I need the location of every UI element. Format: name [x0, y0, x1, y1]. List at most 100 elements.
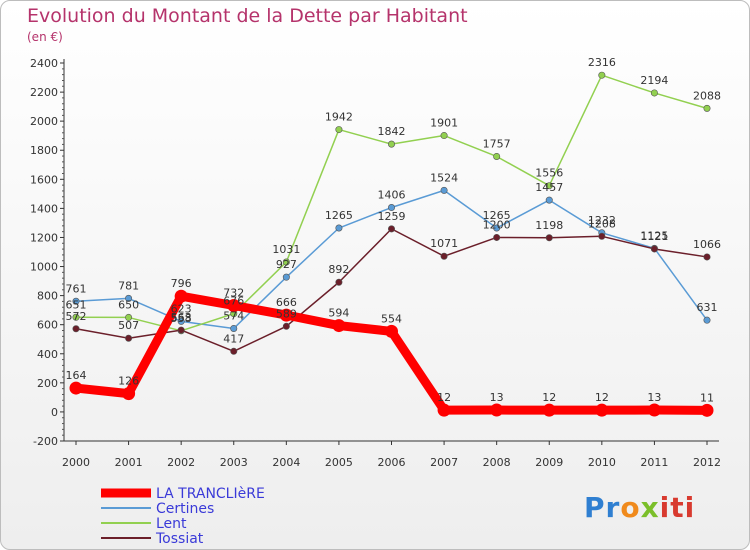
data-label: 1556	[535, 167, 563, 180]
data-label: 781	[118, 279, 139, 292]
data-label: 761	[66, 282, 87, 295]
data-label: 1757	[483, 137, 511, 150]
data-point	[125, 334, 133, 342]
y-tick-label: 2000	[30, 115, 58, 128]
y-tick-label: 200	[37, 377, 58, 390]
data-point	[282, 258, 290, 266]
data-label: 1066	[693, 238, 721, 251]
data-point	[125, 313, 133, 321]
data-point	[282, 273, 290, 281]
data-label: 164	[66, 369, 87, 382]
y-tick-label: 2200	[30, 86, 58, 99]
y-tick-label: 1400	[30, 202, 58, 215]
data-label: 651	[66, 298, 87, 311]
data-label: 623	[171, 302, 192, 315]
data-label: 927	[276, 258, 297, 271]
x-tick-label: 2008	[483, 456, 511, 469]
data-point	[385, 324, 398, 338]
data-label: 1901	[430, 117, 458, 130]
data-point	[174, 289, 188, 303]
data-label: 1265	[483, 209, 511, 222]
x-tick-label: 2012	[693, 456, 721, 469]
data-label: 650	[118, 298, 139, 311]
data-label: 1942	[325, 111, 353, 124]
series-line	[75, 74, 708, 332]
data-point	[703, 316, 711, 324]
data-point	[542, 403, 556, 417]
y-tick-label: 1000	[30, 261, 58, 274]
data-label: 1524	[430, 171, 458, 184]
data-label: 1842	[378, 125, 406, 138]
data-label: 13	[647, 391, 661, 404]
data-point	[177, 326, 185, 334]
y-tick-label: 600	[37, 319, 58, 332]
data-label: 1457	[535, 181, 563, 194]
x-tick-label: 2001	[115, 456, 143, 469]
data-point	[440, 186, 448, 194]
data-label: 1031	[272, 243, 300, 256]
data-point	[493, 152, 501, 160]
data-point	[595, 403, 609, 417]
x-tick-label: 2006	[378, 456, 406, 469]
legend-label: LA TRANCLIèRE	[156, 486, 265, 502]
x-tick-label: 2005	[325, 456, 353, 469]
legend-label: Certines	[156, 501, 214, 517]
data-label: 563	[171, 311, 192, 324]
data-point	[230, 324, 238, 332]
data-label: 1125	[640, 229, 668, 242]
data-point	[69, 381, 83, 395]
data-point	[122, 387, 136, 401]
data-point	[72, 313, 80, 321]
data-point	[335, 278, 343, 286]
data-label: 1265	[325, 209, 353, 222]
proxiti-logo: Proxiti	[584, 491, 696, 524]
data-label: 507	[118, 319, 139, 332]
data-point	[72, 325, 80, 333]
data-point	[335, 224, 343, 232]
data-point	[650, 89, 658, 97]
series-lines	[69, 71, 714, 417]
data-label: 594	[328, 307, 349, 320]
data-point	[493, 233, 501, 241]
data-point	[227, 299, 241, 313]
data-point	[490, 403, 504, 417]
data-point	[650, 245, 658, 253]
x-tick-label: 2011	[640, 456, 668, 469]
y-tick-label: 0	[51, 406, 58, 419]
data-label: 11	[700, 391, 714, 404]
data-label: 572	[66, 310, 87, 323]
data-label: 1259	[378, 210, 406, 223]
data-label: 558	[171, 312, 192, 325]
x-tick-label: 2003	[220, 456, 248, 469]
y-tick-label: 1600	[30, 173, 58, 186]
data-label: 1406	[378, 189, 406, 202]
data-point	[279, 308, 293, 322]
data-label: 796	[171, 277, 192, 290]
data-label: 589	[276, 307, 297, 320]
x-tick-label: 2002	[167, 456, 195, 469]
data-point	[387, 225, 395, 233]
data-label: 1232	[588, 214, 616, 227]
data-label: 1121	[640, 230, 668, 243]
y-tick-label: 800	[37, 290, 58, 303]
data-point	[387, 204, 395, 212]
y-tick-label: -200	[33, 435, 58, 448]
y-tick-label: 1200	[30, 231, 58, 244]
data-point	[703, 104, 711, 112]
data-point	[545, 234, 553, 242]
data-point	[177, 317, 185, 325]
x-tick-label: 2009	[535, 456, 563, 469]
data-label: 892	[328, 263, 349, 276]
data-point	[125, 294, 133, 302]
data-point	[647, 403, 661, 417]
data-point	[335, 126, 343, 134]
data-point	[440, 252, 448, 260]
data-point	[387, 140, 395, 148]
data-label: 631	[697, 301, 718, 314]
data-point	[493, 224, 501, 232]
x-tick-label: 2007	[430, 456, 458, 469]
x-tick-label: 2004	[272, 456, 300, 469]
